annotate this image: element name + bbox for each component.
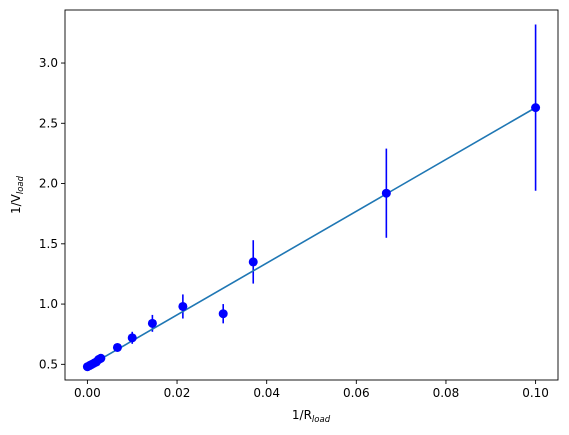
data-point (112, 342, 122, 352)
y-axis-label-subscript: load (16, 175, 26, 194)
y-tick-label: 3.0 (39, 56, 58, 70)
x-axis-ticks: 0.00 0.02 0.04 0.06 0.08 0.10 (74, 380, 549, 400)
x-tick-label: 0.00 (74, 386, 101, 400)
data-layer (82, 24, 541, 372)
x-tick-label: 0.08 (433, 386, 460, 400)
data-point (178, 301, 188, 311)
x-axis-label-main: 1/R (292, 408, 312, 422)
fit-line (87, 106, 536, 368)
y-tick-label: 2.0 (39, 177, 58, 191)
x-tick-label: 0.06 (343, 386, 370, 400)
x-axis-label: 1/Rload (292, 408, 331, 425)
y-tick-label: 2.5 (39, 116, 58, 130)
data-point (531, 103, 541, 113)
y-tick-label: 1.5 (39, 237, 58, 251)
plot-frame (64, 9, 559, 381)
data-point (147, 318, 157, 328)
x-tick-label: 0.04 (253, 386, 280, 400)
x-tick-label: 0.02 (164, 386, 191, 400)
x-axis-label-subscript: load (312, 415, 331, 425)
data-point (248, 257, 258, 267)
y-axis-label: 1/Vload (9, 175, 26, 214)
data-point (127, 333, 137, 343)
x-tick-label: 0.10 (522, 386, 549, 400)
data-point (381, 188, 391, 198)
y-axis-label-main: 1/V (9, 193, 23, 214)
data-point (96, 353, 106, 363)
y-tick-label: 0.5 (39, 357, 58, 371)
y-tick-label: 1.0 (39, 297, 58, 311)
y-axis-ticks: 0.5 1.0 1.5 2.0 2.5 3.0 (39, 56, 65, 371)
data-point (218, 309, 228, 319)
